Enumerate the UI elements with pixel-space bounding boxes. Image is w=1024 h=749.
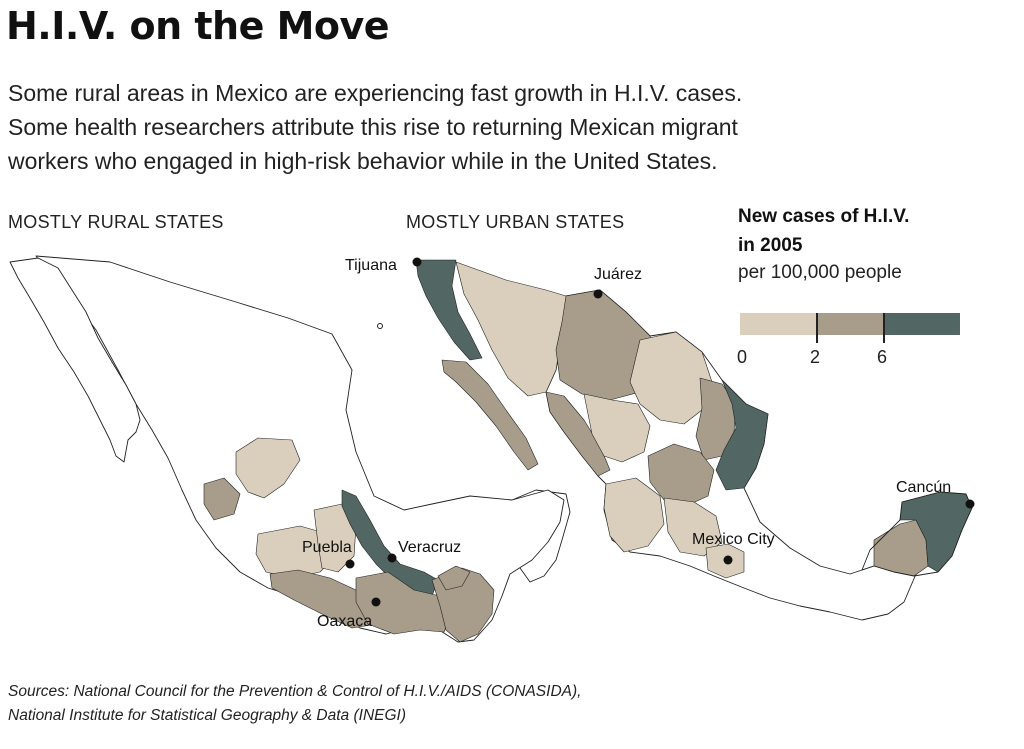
veracruz-marker-icon [387,553,397,563]
mexico-city-marker-icon [723,555,733,565]
state-rural-mid-oaxaca [355,571,453,635]
legend-title-line: in 2005 [738,235,803,256]
legend-break-2: 2 [810,347,821,367]
state-rural-low-a [235,437,301,499]
legend-title: New cases of H.I.V. in 2005 [738,202,909,260]
juarez-marker-icon [593,289,603,299]
tijuana-marker-icon [412,257,422,267]
oaxaca-marker-icon [371,597,381,607]
puebla-marker-icon [345,559,355,569]
legend-break-6: 6 [877,347,888,367]
urban-map-label: MOSTLY URBAN STATES [406,212,625,232]
mexico-maps: Tijuana Juárez Puebla Veracruz Oaxaca Me… [9,255,975,643]
intro-text: Some rural areas in Mexico are experienc… [8,76,968,178]
legend-swatch-high [883,313,960,335]
state-urban-mid-sinaloa [545,391,611,477]
page-title: H.I.V. on the Move [6,4,390,48]
cancun-label: Cancún [896,479,951,496]
legend-subtitle: per 100,000 people [738,262,902,283]
state-urban-low-durango [583,393,651,463]
state-urban-low-jalisco [603,477,665,553]
legend-swatch-low [740,313,816,335]
intro-line: Some health researchers attribute this r… [8,114,738,140]
rural-states-map [9,255,571,643]
legend-tick-2 [816,313,818,343]
yucatan-urban-outline [861,491,973,577]
state-rural-mid-tabasco [437,565,471,591]
state-urban-low-coahuila [629,331,713,425]
oaxaca-label: Oaxaca [317,613,372,630]
tijuana-label: Tijuana [345,257,397,274]
puebla-label: Puebla [302,539,352,556]
mexico-city-label: Mexico City [692,531,775,548]
baja-peninsula-rural [9,257,141,463]
city-markers: Tijuana Juárez Puebla Veracruz Oaxaca Me… [302,257,975,630]
state-rural-mid-a [203,477,241,521]
island-rural [377,323,383,329]
legend-scale-bar [740,313,960,335]
state-urban-mid-baja-sur [441,359,539,471]
state-urban-mid-chihuahua [555,289,657,401]
legend-tick-6 [883,313,885,343]
sources-line: National Institute for Statistical Geogr… [8,707,407,724]
cancun-marker-icon [965,499,975,509]
legend-break-0: 0 [737,347,748,367]
mainland-rural [35,255,565,643]
state-urban-high-tamaulipas [715,379,769,491]
intro-line: Some rural areas in Mexico are experienc… [8,80,743,106]
sources-line: Sources: National Council for the Preven… [8,683,582,700]
rural-map-label: MOSTLY RURAL STATES [8,212,224,232]
legend-swatch-mid [816,313,883,335]
urban-states-map [415,259,973,621]
legend-title-line: New cases of H.I.V. [738,206,910,227]
veracruz-label: Veracruz [398,539,461,556]
intro-line: workers who engaged in high-risk behavio… [8,148,718,174]
state-urban-mid-slp [647,443,715,507]
juarez-label: Juárez [594,266,642,283]
sources-note: Sources: National Council for the Preven… [8,680,581,728]
state-urban-high-baja-california [415,259,483,361]
state-rural-low-b [255,525,337,579]
